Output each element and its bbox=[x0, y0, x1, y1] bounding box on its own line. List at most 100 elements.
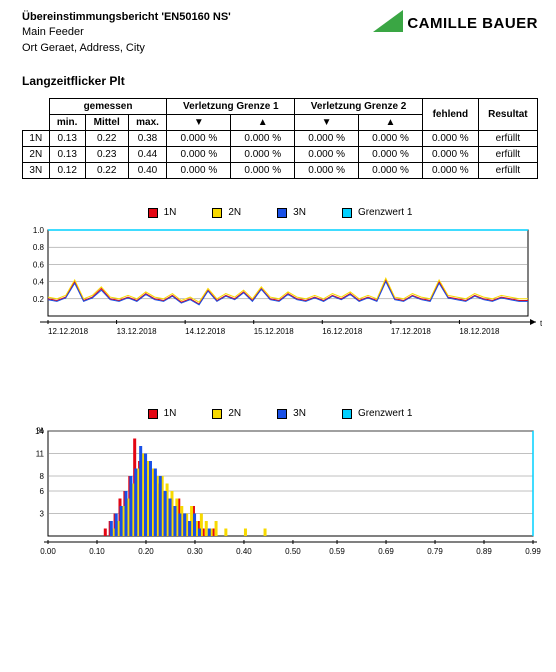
col-vg2-up: ▲ bbox=[359, 115, 423, 131]
summary-table: gemessen Verletzung Grenze 1 Verletzung … bbox=[22, 98, 538, 179]
svg-text:0.20: 0.20 bbox=[138, 547, 154, 556]
legend-item: 1N bbox=[148, 207, 177, 218]
svg-text:18.12.2018: 18.12.2018 bbox=[459, 327, 500, 336]
logo-triangle-icon bbox=[373, 10, 403, 32]
brand-logo: CAMILLE BAUER bbox=[373, 10, 538, 32]
cell: 0.22 bbox=[85, 131, 128, 147]
cell: 0.13 bbox=[49, 131, 85, 147]
cell: 0.000 % bbox=[422, 131, 478, 147]
svg-text:0.89: 0.89 bbox=[476, 547, 492, 556]
svg-text:13.12.2018: 13.12.2018 bbox=[117, 327, 158, 336]
legend-swatch bbox=[212, 208, 222, 218]
svg-text:0.6: 0.6 bbox=[33, 261, 45, 270]
report-header: Übereinstimmungsbericht 'EN50160 NS' Mai… bbox=[22, 10, 538, 56]
svg-text:16.12.2018: 16.12.2018 bbox=[322, 327, 363, 336]
svg-text:0.69: 0.69 bbox=[378, 547, 394, 556]
cell: 0.000 % bbox=[167, 163, 231, 179]
legend-label: 3N bbox=[293, 207, 306, 218]
legend-label: Grenzwert 1 bbox=[358, 207, 412, 218]
cell: 0.40 bbox=[128, 163, 167, 179]
col-vg2-down: ▼ bbox=[295, 115, 359, 131]
cell: 0.13 bbox=[49, 147, 85, 163]
legend-item: 2N bbox=[212, 207, 241, 218]
svg-text:14.12.2018: 14.12.2018 bbox=[185, 327, 226, 336]
legend-swatch bbox=[342, 208, 352, 218]
cell: 0.12 bbox=[49, 163, 85, 179]
svg-text:0.40: 0.40 bbox=[236, 547, 252, 556]
legend-label: 2N bbox=[228, 207, 241, 218]
legend-item: 1N bbox=[148, 408, 177, 419]
cell: 3N bbox=[23, 163, 50, 179]
hist-chart: 1411863%0.000.100.200.300.400.500.590.69… bbox=[22, 425, 538, 560]
legend-label: 1N bbox=[164, 408, 177, 419]
svg-text:0.79: 0.79 bbox=[427, 547, 443, 556]
svg-text:17.12.2018: 17.12.2018 bbox=[391, 327, 432, 336]
svg-text:0.50: 0.50 bbox=[285, 547, 301, 556]
header-left: Übereinstimmungsbericht 'EN50160 NS' Mai… bbox=[22, 10, 231, 56]
svg-text:0.8: 0.8 bbox=[33, 243, 45, 252]
report-subtitle-1: Main Feeder bbox=[22, 25, 231, 40]
legend-item: Grenzwert 1 bbox=[342, 207, 412, 218]
legend-item: Grenzwert 1 bbox=[342, 408, 412, 419]
cell: 0.000 % bbox=[167, 131, 231, 147]
cell: 0.22 bbox=[85, 163, 128, 179]
cell: 0.000 % bbox=[359, 163, 423, 179]
legend-item: 2N bbox=[212, 408, 241, 419]
col-min: min. bbox=[49, 115, 85, 131]
legend-label: Grenzwert 1 bbox=[358, 408, 412, 419]
cell: 0.000 % bbox=[231, 163, 295, 179]
legend-swatch bbox=[277, 208, 287, 218]
svg-text:1.0: 1.0 bbox=[33, 226, 45, 235]
cell: 0.000 % bbox=[167, 147, 231, 163]
cell: erfüllt bbox=[478, 147, 537, 163]
col-max: max. bbox=[128, 115, 167, 131]
cell: 0.000 % bbox=[359, 131, 423, 147]
hist-chart-legend: 1N 2N 3N Grenzwert 1 bbox=[22, 408, 538, 419]
legend-label: 1N bbox=[164, 207, 177, 218]
legend-swatch bbox=[277, 409, 287, 419]
line-chart-legend: 1N 2N 3N Grenzwert 1 bbox=[22, 207, 538, 218]
cell: 0.000 % bbox=[422, 163, 478, 179]
col-vg1-down: ▼ bbox=[167, 115, 231, 131]
cell: erfüllt bbox=[478, 131, 537, 147]
cell: 2N bbox=[23, 147, 50, 163]
report-page: Übereinstimmungsbericht 'EN50160 NS' Mai… bbox=[0, 0, 556, 570]
col-vg1-up: ▲ bbox=[231, 115, 295, 131]
svg-text:0.99: 0.99 bbox=[525, 547, 541, 556]
legend-swatch bbox=[148, 208, 158, 218]
legend-swatch bbox=[342, 409, 352, 419]
cell: 0.23 bbox=[85, 147, 128, 163]
cell: 0.000 % bbox=[231, 131, 295, 147]
cell: 0.000 % bbox=[295, 147, 359, 163]
cell: 0.000 % bbox=[231, 147, 295, 163]
legend-swatch bbox=[212, 409, 222, 419]
svg-text:t: t bbox=[540, 319, 542, 328]
logo-text: CAMILLE BAUER bbox=[407, 15, 538, 32]
cell: erfüllt bbox=[478, 163, 537, 179]
cell: 0.000 % bbox=[295, 131, 359, 147]
col-vg2: Verletzung Grenze 2 bbox=[295, 99, 423, 115]
svg-text:0.2: 0.2 bbox=[33, 295, 45, 304]
hist-chart-svg: 1411863%0.000.100.200.300.400.500.590.69… bbox=[22, 425, 542, 560]
cell: 0.000 % bbox=[295, 163, 359, 179]
svg-text:0.30: 0.30 bbox=[187, 547, 203, 556]
svg-text:15.12.2018: 15.12.2018 bbox=[254, 327, 295, 336]
legend-label: 2N bbox=[228, 408, 241, 419]
legend-item: 3N bbox=[277, 207, 306, 218]
svg-text:11: 11 bbox=[36, 450, 45, 459]
table-row: 2N0.130.230.440.000 %0.000 %0.000 %0.000… bbox=[23, 147, 538, 163]
legend-label: 3N bbox=[293, 408, 306, 419]
svg-text:6: 6 bbox=[40, 487, 45, 496]
line-chart: 1.00.80.60.40.212.12.201813.12.201814.12… bbox=[22, 224, 538, 344]
cell: 0.000 % bbox=[422, 147, 478, 163]
svg-text:3: 3 bbox=[40, 510, 45, 519]
line-chart-svg: 1.00.80.60.40.212.12.201813.12.201814.12… bbox=[22, 224, 542, 344]
col-resultat: Resultat bbox=[478, 99, 537, 131]
svg-text:%: % bbox=[37, 426, 44, 435]
table-row: 3N0.120.220.400.000 %0.000 %0.000 %0.000… bbox=[23, 163, 538, 179]
svg-text:0.4: 0.4 bbox=[33, 278, 45, 287]
cell: 0.000 % bbox=[359, 147, 423, 163]
legend-item: 3N bbox=[277, 408, 306, 419]
table-header-row-1: gemessen Verletzung Grenze 1 Verletzung … bbox=[23, 99, 538, 115]
cell: 0.44 bbox=[128, 147, 167, 163]
